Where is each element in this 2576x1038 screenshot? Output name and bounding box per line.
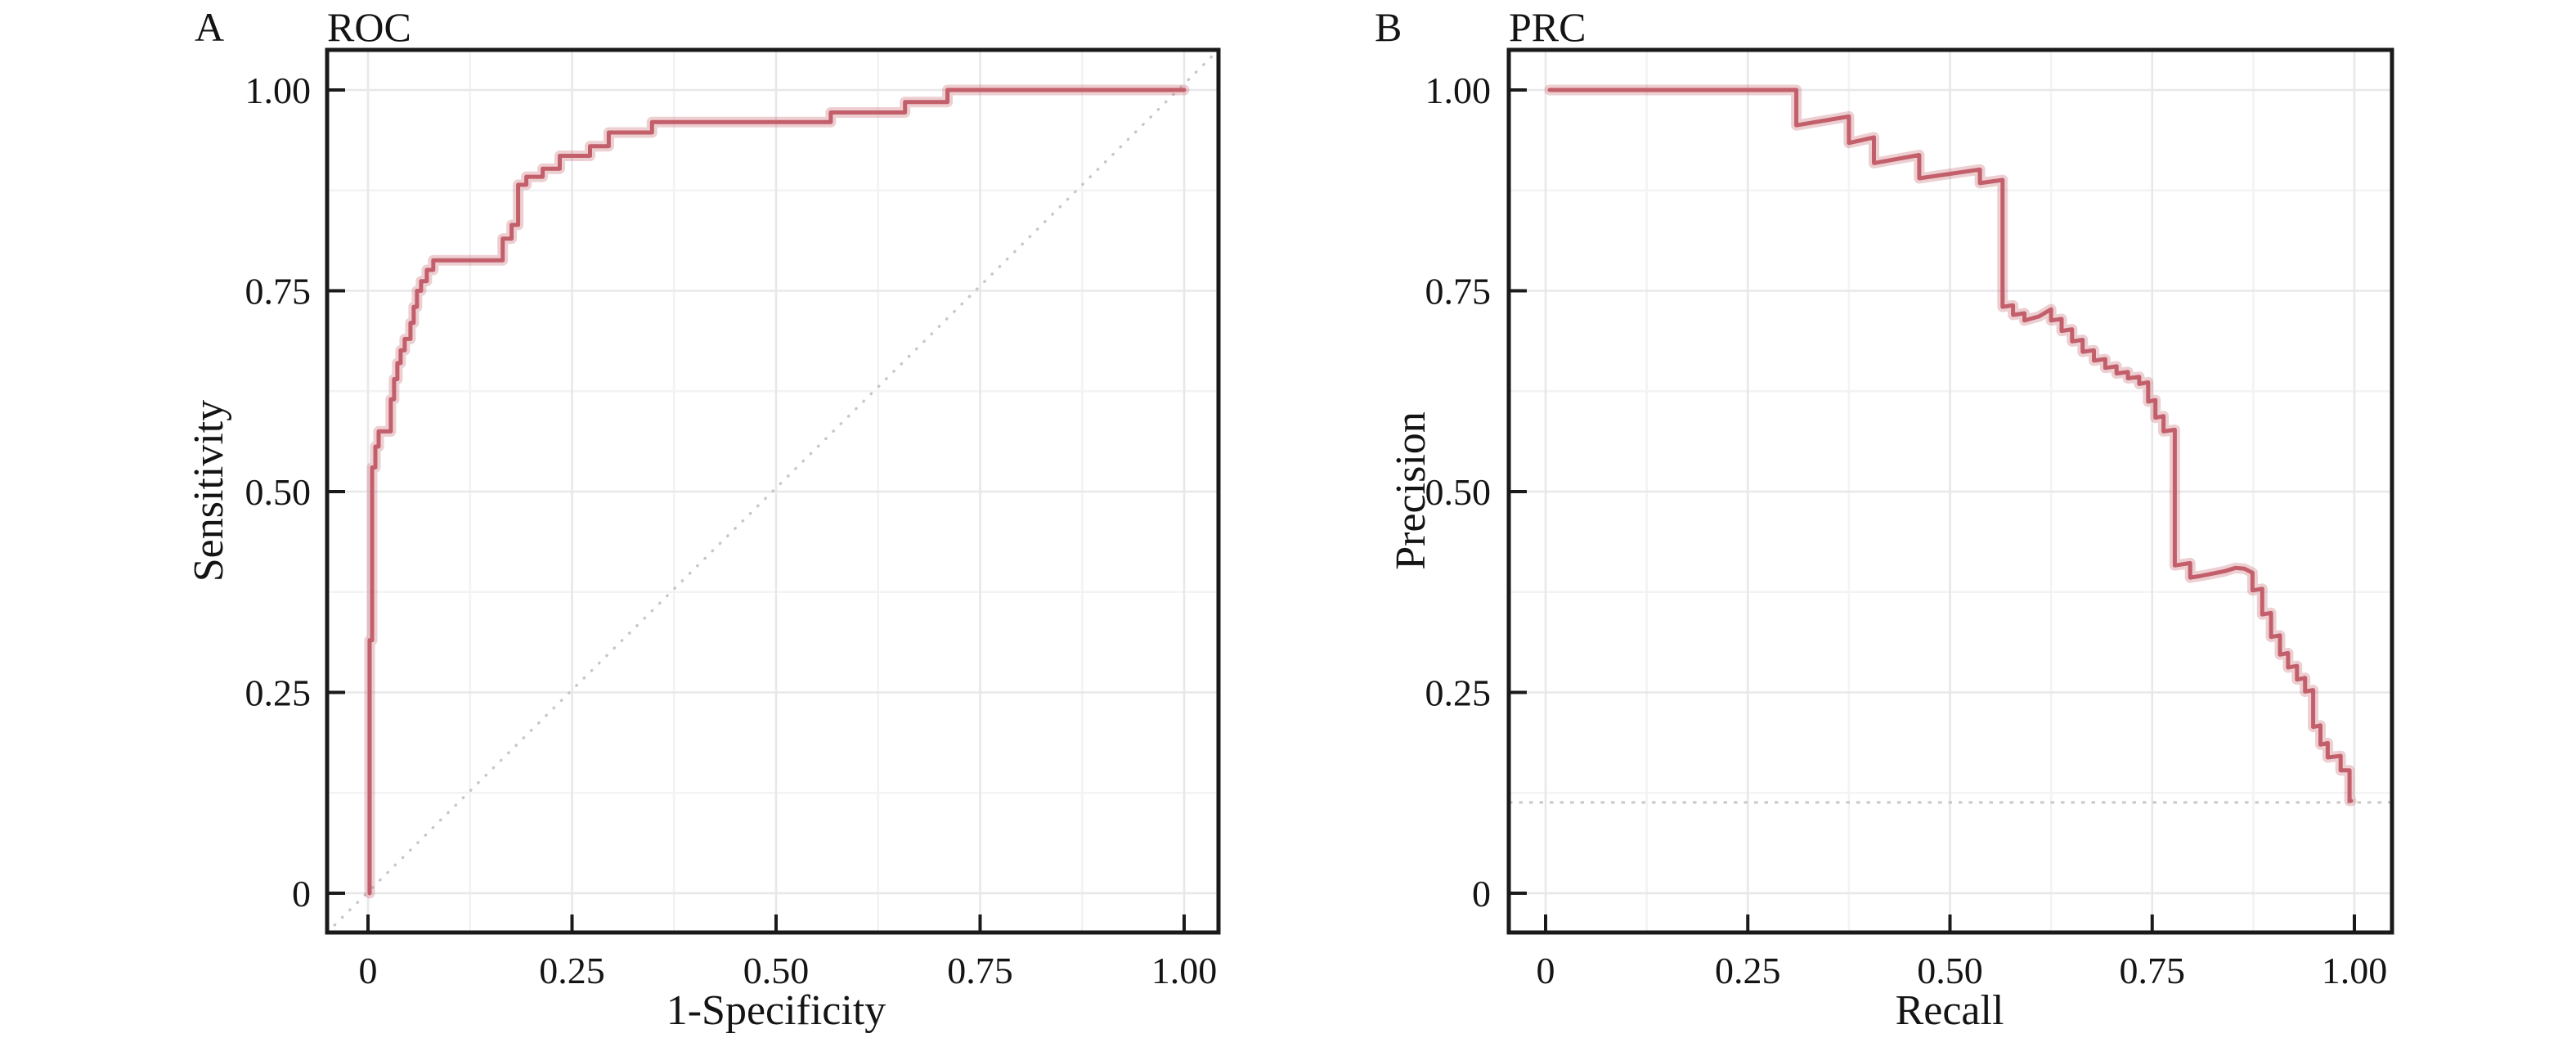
y-tick-label: 0.25 — [245, 672, 312, 714]
x-tick-label: 0.50 — [1917, 950, 1983, 991]
x-tick-label: 0.25 — [539, 950, 605, 991]
roc-chart-panel: 0 0.25 0.50 0.75 1.00 0 0.25 0.50 0.75 1.00 A ROC 1-… — [186, 4, 1221, 1034]
x-tick-label: 1.00 — [1151, 950, 1218, 991]
x-tick-label: 0.25 — [1715, 950, 1781, 991]
prc-curve — [1547, 88, 2354, 803]
roc-curve — [367, 88, 1187, 896]
x-tick-label: 0.75 — [947, 950, 1013, 991]
y-axis-label: Precision — [1388, 411, 1434, 570]
panel-title: ROC — [327, 4, 411, 50]
y-tick-label: 0.25 — [1425, 672, 1492, 714]
x-tick-label: 1.00 — [2322, 950, 2388, 991]
y-axis-label: Sensitivity — [186, 400, 232, 582]
x-tick-label: 0 — [359, 950, 378, 991]
panel-label: A — [195, 4, 224, 50]
x-axis-label: Recall — [1896, 987, 2004, 1034]
x-tick-label: 0.75 — [2120, 950, 2186, 991]
plot-frame — [325, 47, 1221, 935]
y-tick-label: 1.00 — [1425, 70, 1492, 111]
panel-label: B — [1375, 4, 1402, 50]
panel-title: PRC — [1509, 4, 1586, 50]
grid — [1509, 50, 2392, 932]
diagonal-reference-line — [325, 48, 1220, 934]
prc-chart-panel: 0 0.25 0.50 0.75 1.00 0 0.25 0.50 0.75 1.00 B PRC Re… — [1375, 4, 2394, 1034]
x-tick-label: 0.50 — [743, 950, 810, 991]
y-tick-label: 0 — [292, 873, 311, 914]
y-tick-label: 0 — [1472, 873, 1491, 914]
plot-frame — [1506, 47, 2394, 935]
x-axis-label: 1-Specificity — [666, 987, 886, 1034]
y-tick-label: 0.75 — [245, 271, 312, 312]
x-tick-label: 0 — [1537, 950, 1555, 991]
y-tick-label: 1.00 — [245, 70, 312, 111]
y-tick-label: 0.50 — [245, 471, 312, 513]
y-tick-label: 0.50 — [1425, 471, 1492, 513]
y-tick-label: 0.75 — [1425, 271, 1492, 312]
